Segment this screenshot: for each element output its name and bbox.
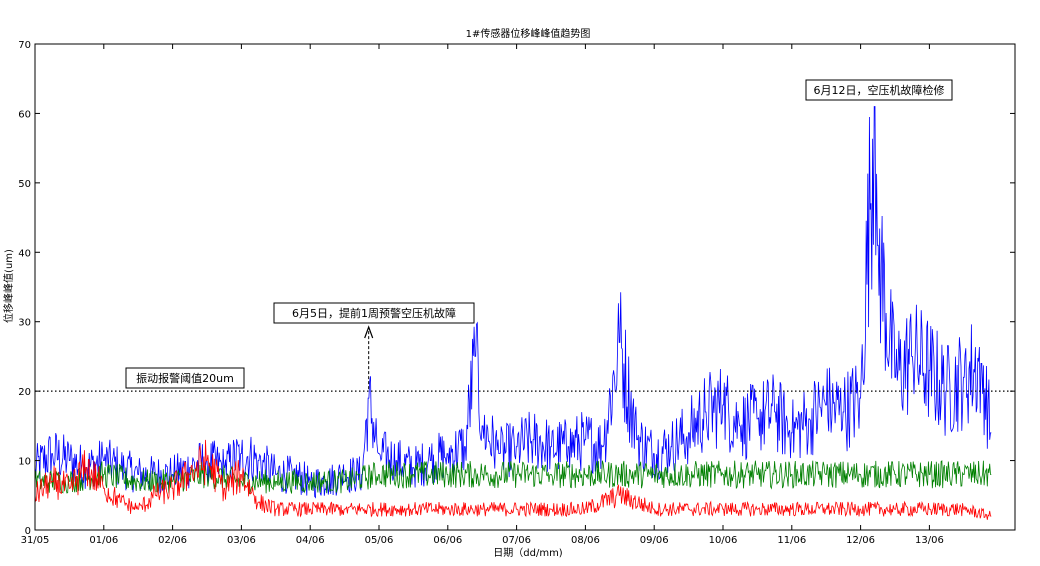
series-layer <box>34 106 992 520</box>
annotation-box: 6月5日，提前1周预警空压机故障 <box>273 302 475 324</box>
chart-title: 1#传感器位移峰峰值趋势图 <box>466 27 591 40</box>
x-tick-label: 05/06 <box>365 535 394 546</box>
y-tick-label: 20 <box>18 387 31 398</box>
x-tick-label: 12/06 <box>846 535 875 546</box>
x-tick-label: 09/06 <box>640 535 669 546</box>
y-axis-label: 位移峰峰值(um) <box>2 249 15 323</box>
x-tick-label: 08/06 <box>571 535 600 546</box>
x-tick-label: 13/06 <box>915 535 944 546</box>
x-tick-label: 31/05 <box>21 535 50 546</box>
plot-frame <box>34 43 1016 531</box>
annotation-arrowhead <box>364 325 374 339</box>
y-tick-label: 60 <box>18 109 31 120</box>
y-tick-label: 0 <box>25 526 31 537</box>
y-tick-label: 40 <box>18 248 31 259</box>
series-line <box>34 460 992 494</box>
y-tick-label: 70 <box>18 40 31 51</box>
x-axis-label: 日期（dd/mm) <box>493 547 563 559</box>
x-tick-label: 04/06 <box>296 535 325 546</box>
annotation-label: 6月5日，提前1周预警空压机故障 <box>292 306 456 320</box>
annotation-layer: 振动报警阈值20um 6月5日，提前1周预警空压机故障 6月12日，空压机故障检修 <box>35 79 1015 392</box>
x-tick-label: 03/06 <box>227 535 256 546</box>
x-tick-label: 01/06 <box>89 535 118 546</box>
annotation-box: 6月12日，空压机故障检修 <box>805 79 953 101</box>
y-tick-label: 50 <box>18 179 31 190</box>
threshold-label-box: 振动报警阈值20um <box>125 367 245 389</box>
series-line <box>34 106 992 499</box>
x-tick-label: 02/06 <box>158 535 187 546</box>
y-tick-label: 30 <box>18 318 31 329</box>
x-tick-label: 10/06 <box>709 535 738 546</box>
y-tick-label: 10 <box>18 457 31 468</box>
axes-layer: 0 10 20 30 40 50 60 70 31/05 01/06 02/06 03/06 04/06… <box>18 40 1016 546</box>
x-tick-label: 11/06 <box>777 535 806 546</box>
x-tick-label: 06/06 <box>433 535 462 546</box>
annotation-label: 6月12日，空压机故障检修 <box>814 83 945 97</box>
series-line <box>34 439 992 520</box>
threshold-label: 振动报警阈值20um <box>136 371 234 385</box>
x-tick-label: 07/06 <box>502 535 531 546</box>
